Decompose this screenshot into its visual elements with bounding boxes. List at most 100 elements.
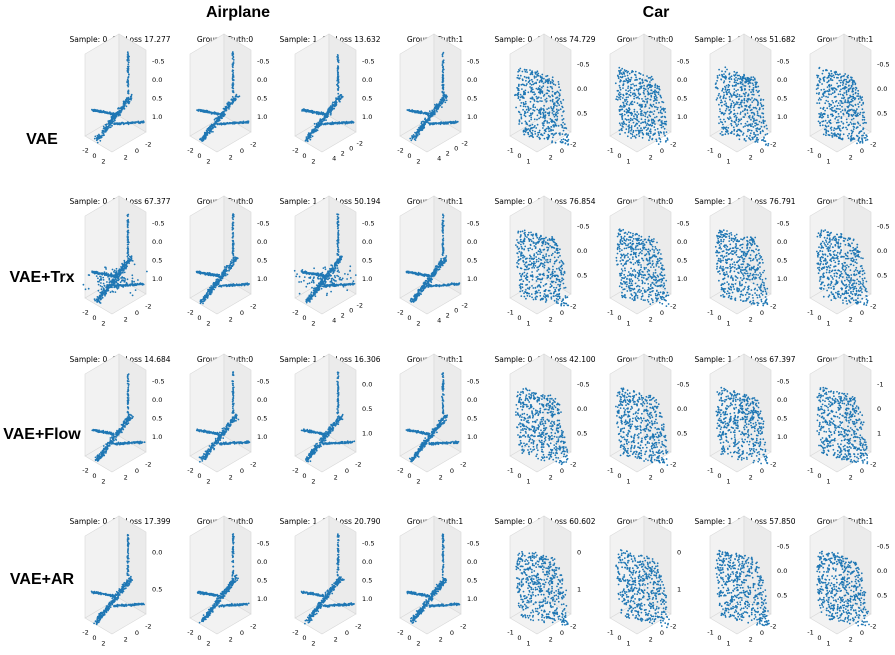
z-tick-label: 0.0 [577,85,587,93]
y-tick-label: 0 [135,467,139,475]
y-tick-label: -2 [670,622,676,630]
z-tick-label: -0.5 [362,539,375,547]
z-tick-label: -0.5 [577,380,590,388]
z-tick-label: 0.0 [362,76,372,84]
x-tick-label: 2 [101,319,105,327]
point-cloud [816,550,870,627]
z-tick-label: 0.5 [362,576,372,584]
y-tick-label: 4 [332,317,336,325]
y-tick-label: 2 [229,636,233,644]
y-tick-label: 0 [450,629,454,637]
z-tick-label: 1.0 [362,113,372,121]
pane [223,195,252,295]
y-tick-label: 2 [124,474,128,482]
pane [328,33,357,133]
y-tick-label: -2 [770,460,776,468]
z-tick-label: 0.5 [362,94,372,102]
z-tick-label: 1.0 [362,430,372,438]
z-tick-label: 0.0 [362,380,372,388]
x-tick-label: -1 [607,309,613,317]
z-tick-label: -0.5 [467,539,480,547]
y-tick-label: -2 [670,140,676,148]
point-cloud [515,550,569,626]
x-tick-label: -2 [292,147,298,155]
z-tick-label: 0.5 [777,414,787,422]
x-tick-label: 0 [302,634,306,642]
x-tick-label: 0 [717,152,721,160]
y-tick-label: 0 [560,467,564,475]
y-tick-label: 2 [446,312,450,320]
y-tick-label: 0 [349,307,353,315]
x-tick-label: 1 [726,319,730,327]
z-tick-label: -0.5 [777,219,790,227]
z-tick-label: 1.0 [467,275,477,283]
x-tick-label: 0 [817,314,821,322]
z-tick-label: 0.5 [877,110,887,118]
point-cloud [301,54,355,143]
x-tick-label: 2 [311,157,315,165]
y-tick-label: 0 [760,147,764,155]
x-tick-label: -2 [397,467,403,475]
y-tick-label: 2 [749,474,753,482]
point-cloud [515,229,570,307]
z-tick-label: 1.0 [362,275,372,283]
x-tick-label: -2 [82,309,88,317]
y-tick-label: -2 [462,140,468,148]
point-cloud [715,386,769,465]
y-tick-label: 2 [229,154,233,162]
x-tick-label: 0 [197,634,201,642]
x-tick-label: -2 [187,467,193,475]
y-tick-label: -2 [250,460,256,468]
x-tick-label: -2 [82,147,88,155]
x-tick-label: 2 [416,639,420,647]
z-tick-label: 0.5 [467,576,477,584]
x-tick-label: 0 [617,314,621,322]
x-tick-label: 0 [92,152,96,160]
y-tick-label: 0 [450,467,454,475]
point-cloud [195,371,251,463]
y-tick-label: 0 [860,147,864,155]
y-tick-label: -2 [357,140,363,148]
z-tick-label: 0.5 [152,94,162,102]
x-tick-label: 1 [526,319,530,327]
x-tick-label: 2 [206,157,210,165]
x-tick-label: -1 [807,309,813,317]
row-label: VAE+AR [10,571,75,588]
point-cloud [714,66,770,147]
x-tick-label: -2 [397,309,403,317]
row-label: VAE+Flow [3,426,81,443]
point-cloud [816,229,869,306]
y-tick-label: -2 [570,302,576,310]
x-tick-label: 0 [617,472,621,480]
point-cloud [91,373,146,462]
z-tick-label: 1.0 [257,275,267,283]
pane [433,353,462,453]
y-tick-label: 0 [240,147,244,155]
y-tick-label: -2 [870,622,876,630]
z-tick-label: 0.5 [152,256,162,264]
x-tick-label: -2 [82,629,88,637]
z-tick-label: 0.5 [467,414,477,422]
x-tick-label: 1 [826,157,830,165]
z-tick-label: -0.5 [152,219,165,227]
pane [433,515,462,615]
z-tick-label: -0.5 [467,57,480,65]
x-tick-label: 0 [92,634,96,642]
point-cloud [196,51,250,142]
x-tick-label: -1 [807,467,813,475]
z-tick-label: -0.5 [257,539,270,547]
z-tick-label: 0.5 [152,586,162,594]
z-tick-label: -0.5 [362,219,375,227]
point-cloud [614,66,669,145]
y-tick-label: 2 [849,474,853,482]
z-tick-label: 0.0 [257,558,267,566]
pane [643,515,672,615]
x-tick-label: 0 [92,472,96,480]
z-tick-label: -0.5 [877,60,890,68]
z-tick-label: -0.5 [677,57,690,65]
z-tick-label: 1.0 [257,595,267,603]
z-tick-label: 0.0 [677,76,687,84]
z-tick-label: 0.0 [877,85,887,93]
x-tick-label: -1 [607,467,613,475]
z-tick-label: 0.5 [577,110,587,118]
